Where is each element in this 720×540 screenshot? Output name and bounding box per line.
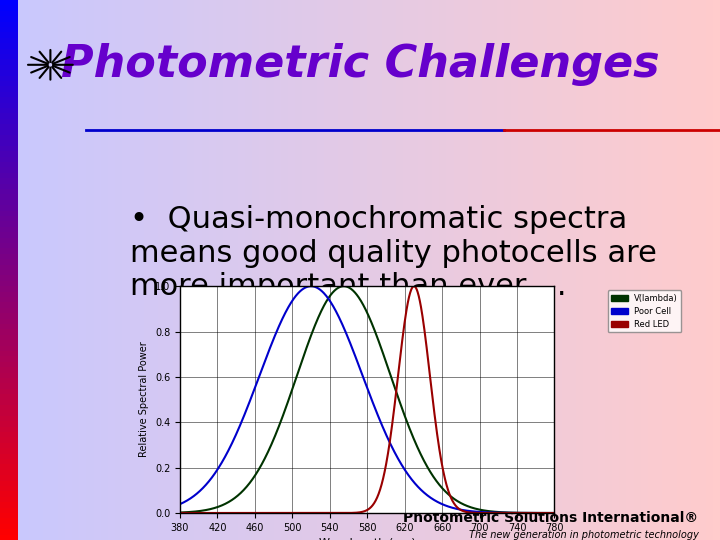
- Red LED: [410, 283, 418, 289]
- V(lambda): [176, 509, 184, 516]
- Text: •  Quasi-monochromatic spectra means good quality photocells are more important : • Quasi-monochromatic spectra means good…: [130, 205, 657, 301]
- Red LED: [341, 510, 349, 516]
- V(lambda): [341, 283, 350, 289]
- Poor Cell: [328, 301, 336, 307]
- Poor Cell: [307, 283, 315, 289]
- Text: Photometric Solutions International®: Photometric Solutions International®: [403, 511, 698, 525]
- Poor Cell: [468, 508, 477, 515]
- Red LED: [176, 510, 184, 516]
- Poor Cell: [341, 328, 350, 334]
- Line: Poor Cell: Poor Cell: [180, 286, 554, 513]
- V(lambda): [339, 283, 348, 289]
- Poor Cell: [474, 509, 483, 515]
- Red LED: [550, 510, 559, 516]
- Red LED: [214, 510, 222, 516]
- Poor Cell: [433, 498, 442, 505]
- V(lambda): [214, 504, 222, 510]
- Text: Photometric Challenges: Photometric Challenges: [60, 43, 660, 86]
- Red LED: [433, 433, 442, 440]
- Line: Red LED: Red LED: [180, 286, 554, 513]
- Red LED: [468, 509, 477, 516]
- Poor Cell: [214, 465, 222, 471]
- V(lambda): [550, 510, 559, 516]
- V(lambda): [474, 507, 483, 513]
- Text: The new generation in photometric technology: The new generation in photometric techno…: [469, 530, 698, 539]
- Poor Cell: [176, 501, 184, 508]
- V(lambda): [433, 479, 442, 485]
- X-axis label: Wavelength (nm): Wavelength (nm): [319, 538, 415, 540]
- Line: V(lambda): V(lambda): [180, 286, 554, 513]
- Poor Cell: [550, 510, 559, 516]
- V(lambda): [327, 291, 336, 297]
- Y-axis label: Relative Spectral Power: Relative Spectral Power: [140, 342, 149, 457]
- Red LED: [327, 510, 336, 516]
- Legend: V(lambda), Poor Cell, Red LED: V(lambda), Poor Cell, Red LED: [608, 291, 681, 332]
- Red LED: [474, 510, 483, 516]
- V(lambda): [468, 504, 477, 511]
